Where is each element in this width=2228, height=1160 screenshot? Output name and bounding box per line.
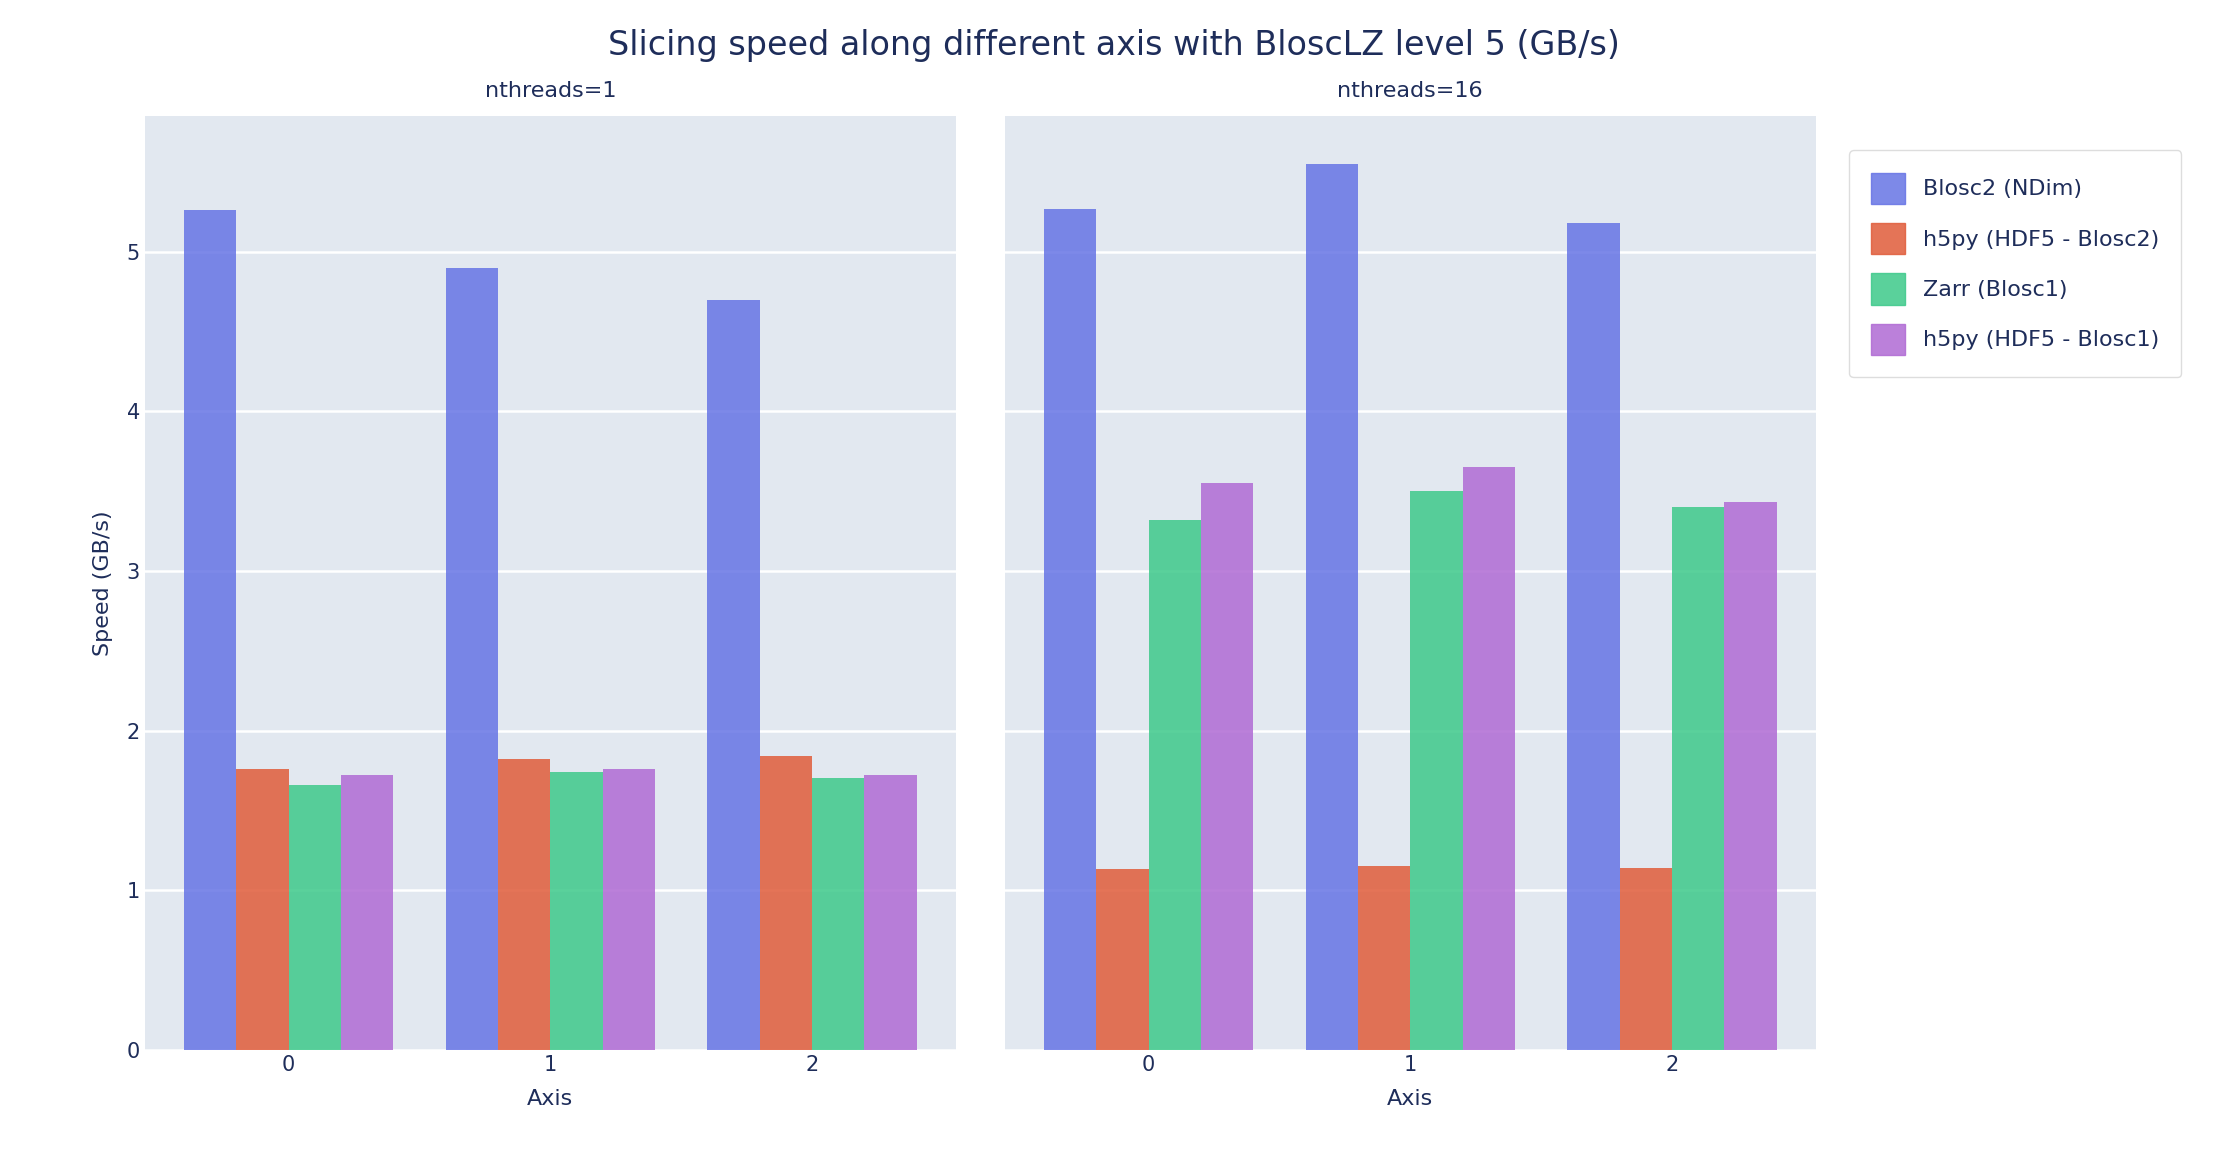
Bar xyxy=(1671,507,1724,1050)
Bar xyxy=(446,268,499,1050)
Bar xyxy=(811,778,864,1050)
Bar xyxy=(1462,467,1515,1050)
Bar xyxy=(236,769,290,1050)
Bar xyxy=(1620,868,1671,1050)
Text: Slicing speed along different axis with BloscLZ level 5 (GB/s): Slicing speed along different axis with … xyxy=(608,29,1620,61)
Bar xyxy=(1096,870,1150,1050)
Bar xyxy=(550,773,604,1050)
Bar xyxy=(1357,867,1410,1050)
Bar xyxy=(1150,520,1201,1050)
Bar xyxy=(290,785,341,1050)
Bar xyxy=(341,775,394,1050)
X-axis label: Axis: Axis xyxy=(528,1088,573,1109)
Bar xyxy=(760,756,811,1050)
Bar xyxy=(1045,209,1096,1050)
Title: nthreads=1: nthreads=1 xyxy=(486,80,617,101)
Legend: Blosc2 (NDim), h5py (HDF5 - Blosc2), Zarr (Blosc1), h5py (HDF5 - Blosc1): Blosc2 (NDim), h5py (HDF5 - Blosc2), Zar… xyxy=(1849,151,2181,377)
X-axis label: Axis: Axis xyxy=(1388,1088,1433,1109)
Bar xyxy=(1306,164,1357,1050)
Bar xyxy=(185,210,236,1050)
Y-axis label: Speed (GB/s): Speed (GB/s) xyxy=(94,510,114,655)
Bar xyxy=(499,760,550,1050)
Bar xyxy=(604,769,655,1050)
Bar xyxy=(1201,483,1252,1050)
Bar xyxy=(709,299,760,1050)
Bar xyxy=(1410,491,1462,1050)
Bar xyxy=(1566,223,1620,1050)
Title: nthreads=16: nthreads=16 xyxy=(1337,80,1484,101)
Bar xyxy=(1724,502,1776,1050)
Bar xyxy=(864,775,916,1050)
